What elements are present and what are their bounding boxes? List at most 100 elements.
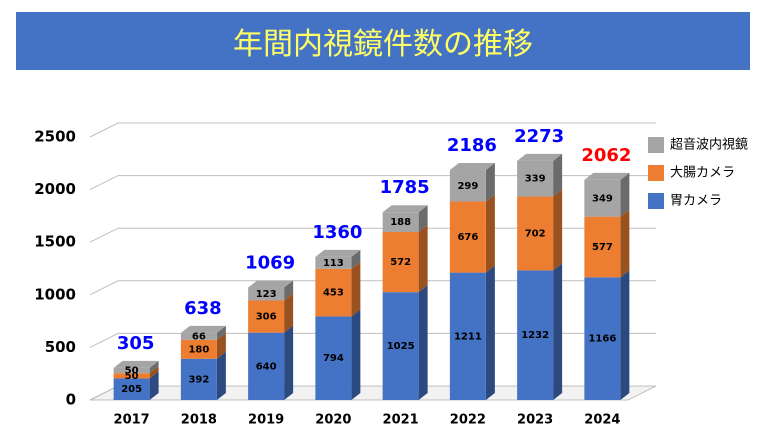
segment-label: 702 bbox=[525, 228, 546, 239]
bar-top bbox=[180, 325, 226, 333]
bar-side bbox=[485, 163, 495, 202]
y-tick-label: 2500 bbox=[34, 128, 76, 146]
bar-side bbox=[620, 172, 630, 217]
y-tick-label: 500 bbox=[45, 338, 76, 356]
legend-swatch bbox=[648, 137, 664, 153]
y-tick-label: 2000 bbox=[34, 180, 76, 198]
segment-label: 123 bbox=[256, 289, 277, 300]
x-tick-label: 2023 bbox=[517, 413, 553, 428]
bar-segment bbox=[315, 268, 352, 317]
bar-side bbox=[216, 351, 226, 400]
bar-segment bbox=[180, 358, 217, 400]
bar-segment bbox=[449, 272, 486, 400]
bar-side bbox=[216, 332, 226, 359]
bar-segment bbox=[382, 231, 419, 293]
bar-top bbox=[584, 172, 630, 180]
bar-side bbox=[284, 325, 294, 400]
bar-segment bbox=[517, 160, 554, 197]
bar-segment bbox=[382, 292, 419, 400]
segment-label: 1166 bbox=[588, 334, 616, 345]
chart-title: 年間内視鏡件数の推移 bbox=[16, 12, 750, 70]
bar-segment bbox=[315, 316, 352, 400]
segment-label: 339 bbox=[525, 174, 546, 185]
segment-label: 577 bbox=[592, 242, 613, 253]
segment-label: 50 bbox=[125, 366, 139, 377]
y-tick-label: 1000 bbox=[34, 285, 76, 303]
bar-segment bbox=[180, 332, 217, 340]
bar-segment bbox=[248, 332, 285, 400]
bar-side bbox=[553, 153, 563, 197]
bar-side bbox=[284, 293, 294, 333]
bar-segment bbox=[584, 216, 621, 278]
y-tick-label: 1500 bbox=[34, 233, 76, 251]
segment-label: 299 bbox=[457, 181, 478, 192]
bar-top bbox=[113, 360, 159, 368]
legend-swatch bbox=[648, 193, 664, 209]
segment-label: 453 bbox=[323, 288, 344, 299]
segment-label: 349 bbox=[592, 193, 613, 204]
total-label: 1360 bbox=[312, 222, 362, 243]
grid-line bbox=[89, 175, 656, 191]
bar-side bbox=[485, 194, 495, 273]
x-tick-label: 2019 bbox=[248, 413, 284, 428]
bar-segment bbox=[248, 300, 285, 333]
total-label: 305 bbox=[117, 333, 155, 354]
total-label: 2273 bbox=[514, 126, 564, 147]
segment-label: 1025 bbox=[387, 341, 415, 352]
bar-segment bbox=[113, 367, 150, 374]
segment-label: 1232 bbox=[521, 330, 549, 341]
bar-side bbox=[284, 280, 294, 301]
bar-side bbox=[149, 360, 159, 374]
x-tick-label: 2022 bbox=[450, 413, 486, 428]
bar-side bbox=[149, 366, 159, 379]
segment-label: 50 bbox=[125, 371, 139, 382]
segment-label: 188 bbox=[390, 217, 411, 228]
bar-segment bbox=[584, 277, 621, 400]
bar-segment bbox=[382, 212, 419, 232]
total-label: 1069 bbox=[245, 253, 295, 274]
segment-label: 1211 bbox=[454, 331, 482, 342]
bar-side bbox=[418, 205, 428, 232]
bar-top bbox=[248, 280, 294, 288]
segment-label: 640 bbox=[256, 361, 277, 372]
bar-side bbox=[351, 249, 361, 269]
bar-side bbox=[620, 209, 630, 278]
bar-side bbox=[485, 265, 495, 400]
bar-segment bbox=[180, 339, 217, 359]
bar-segment bbox=[517, 270, 554, 400]
bar-segment bbox=[449, 170, 486, 202]
bar-top bbox=[382, 205, 428, 213]
segment-label: 205 bbox=[121, 384, 142, 395]
bar-top bbox=[315, 249, 361, 257]
segment-label: 306 bbox=[256, 312, 277, 323]
bar-top bbox=[449, 163, 495, 171]
floor bbox=[89, 385, 657, 401]
bar-segment bbox=[113, 373, 150, 379]
x-tick-label: 2021 bbox=[383, 413, 419, 428]
bar-segment bbox=[517, 196, 554, 271]
bar-side bbox=[620, 270, 630, 400]
total-label: 2062 bbox=[581, 145, 631, 166]
segment-label: 794 bbox=[323, 353, 344, 364]
bar-side bbox=[553, 189, 563, 271]
bar-segment bbox=[315, 256, 352, 269]
bar-segment bbox=[449, 201, 486, 273]
x-tick-label: 2017 bbox=[114, 413, 150, 428]
legend-label: 超音波内視鏡 bbox=[670, 137, 748, 153]
grid-line bbox=[89, 227, 656, 243]
bar-side bbox=[418, 285, 428, 400]
segment-label: 392 bbox=[188, 374, 209, 385]
bar-segment bbox=[584, 179, 621, 217]
legend-swatch bbox=[648, 165, 664, 181]
x-tick-label: 2018 bbox=[181, 413, 217, 428]
total-label: 2186 bbox=[447, 135, 497, 156]
grid-line bbox=[89, 122, 656, 138]
grid-line bbox=[89, 332, 656, 348]
bar-side bbox=[149, 371, 159, 400]
y-tick-label: 0 bbox=[66, 391, 76, 409]
segment-label: 113 bbox=[323, 258, 344, 269]
bar-top bbox=[517, 153, 563, 161]
segment-label: 572 bbox=[390, 257, 411, 268]
